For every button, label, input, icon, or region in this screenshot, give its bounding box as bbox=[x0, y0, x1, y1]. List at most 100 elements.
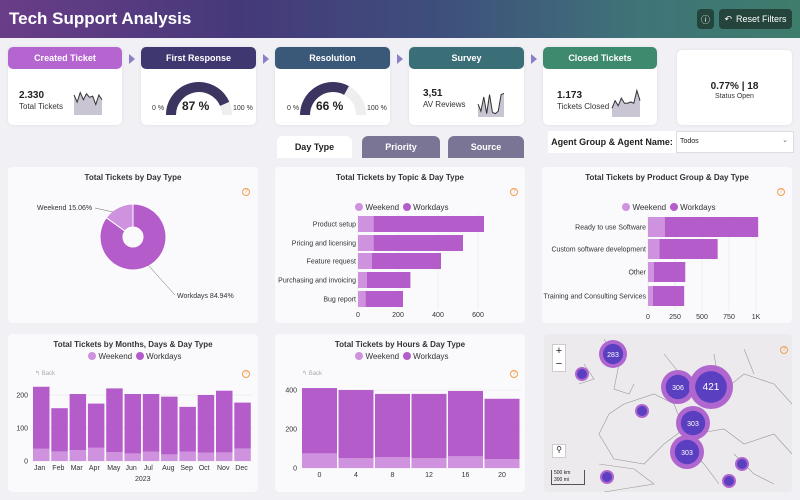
bar-workdays bbox=[484, 398, 520, 460]
y-tick-label: 100 bbox=[16, 426, 28, 433]
x-tick-label: Oct bbox=[199, 465, 210, 472]
bar-weekend bbox=[358, 235, 374, 251]
map-bubble-core bbox=[674, 439, 700, 465]
gauge-max: 100 % bbox=[233, 105, 253, 112]
x-tick-label: Nov bbox=[217, 465, 230, 472]
agent-filter-label: Agent Group & Agent Name: bbox=[548, 131, 676, 153]
bar-workdays bbox=[411, 393, 447, 459]
bar-workdays bbox=[197, 395, 215, 453]
kpi-created[interactable]: Created Ticket 2.330 Total Tickets bbox=[8, 47, 122, 125]
help-icon[interactable]: ? bbox=[242, 188, 250, 196]
hours-panel: Total Tickets by Hours & Day Type ? Week… bbox=[275, 334, 525, 492]
back-button[interactable]: ↰ Back bbox=[35, 371, 56, 377]
sparkline-area bbox=[74, 92, 102, 115]
months-panel: Total Tickets by Months, Days & Day Type… bbox=[8, 334, 258, 492]
europe-map[interactable]: 283 306 421 303 303 bbox=[544, 334, 792, 492]
kpi-header: First Response bbox=[141, 47, 256, 69]
header-bar: Tech Support Analysis ⓘ ↶ Reset Filters bbox=[0, 0, 800, 38]
x-tick-label: 750 bbox=[723, 314, 735, 321]
x-tick-label: 1K bbox=[752, 314, 761, 321]
tab-source[interactable]: Source bbox=[448, 136, 524, 158]
x-tick-label: May bbox=[107, 465, 121, 472]
reset-filters-button[interactable]: ↶ Reset Filters bbox=[719, 9, 792, 29]
bar-weekend bbox=[648, 239, 660, 259]
x-tick-label: Sep bbox=[180, 465, 193, 472]
kpi-first-response[interactable]: First Response 87 % 0 % 100 % bbox=[141, 47, 256, 125]
status-label: Status Open bbox=[715, 93, 754, 100]
kpi-closed[interactable]: Closed Tickets 1.173 Tickets Closed bbox=[543, 47, 657, 125]
help-icon[interactable]: ? bbox=[777, 188, 785, 196]
map-bubble-core bbox=[602, 343, 624, 365]
map-bubble-label: 421 bbox=[703, 382, 720, 393]
x-tick-label: 0 bbox=[646, 314, 650, 321]
bar-workdays bbox=[372, 253, 441, 269]
map-bubble-core bbox=[602, 472, 612, 482]
bar-weekend bbox=[106, 452, 123, 461]
x-tick-label: 20 bbox=[498, 472, 506, 479]
help-icon[interactable]: ? bbox=[510, 188, 518, 196]
y-category-label: Training and Consulting Services bbox=[544, 294, 647, 301]
legend-dot-weekend bbox=[88, 352, 97, 360]
x-tick-label: 16 bbox=[462, 472, 470, 479]
agent-filter-dropdown[interactable]: Todos ⌄ bbox=[676, 131, 794, 153]
kpi-value: 2.330 bbox=[19, 90, 45, 101]
bar-workdays bbox=[216, 390, 233, 453]
page-title: Tech Support Analysis bbox=[9, 9, 192, 28]
bar-workdays bbox=[51, 408, 68, 452]
bar-weekend bbox=[358, 253, 372, 269]
reset-icon: ↶ bbox=[724, 13, 733, 24]
kpi-survey[interactable]: Survey 3,51 AV Reviews bbox=[409, 47, 524, 125]
help-icon[interactable]: ? bbox=[510, 370, 518, 378]
sparkline bbox=[611, 88, 641, 117]
y-category-label: Feature request bbox=[307, 259, 356, 266]
back-button[interactable]: ↰ Back bbox=[302, 371, 323, 377]
zoom-out-button[interactable]: − bbox=[555, 358, 563, 370]
help-icon[interactable]: ? bbox=[242, 370, 250, 378]
y-category-label: Ready to use Software bbox=[575, 225, 646, 232]
bar-weekend bbox=[142, 451, 160, 461]
status-open-card: 0.77% | 18 Status Open bbox=[677, 50, 792, 125]
pie-chart: Weekend 15.06% Workdays 84.94% bbox=[37, 203, 234, 300]
kpi-header: Resolution bbox=[275, 47, 390, 69]
chart-title: Total Tickets by Product Group & Day Typ… bbox=[585, 173, 749, 182]
bar-workdays bbox=[69, 394, 87, 451]
tab-day-type[interactable]: Day Type bbox=[277, 136, 352, 158]
bar-workdays bbox=[338, 390, 374, 459]
bar-workdays bbox=[33, 386, 50, 449]
bar-weekend bbox=[234, 448, 251, 461]
kpi-header: Closed Tickets bbox=[543, 47, 657, 69]
tab-priority[interactable]: Priority bbox=[362, 136, 440, 158]
flow-arrow-icon bbox=[531, 54, 537, 64]
info-icon: ⓘ bbox=[700, 14, 710, 25]
bar-weekend bbox=[161, 454, 178, 461]
y-tick-label: 0 bbox=[293, 466, 297, 473]
y-category-label: Pricing and licensing bbox=[292, 241, 356, 248]
info-button[interactable]: ⓘ bbox=[697, 9, 714, 29]
x-tick-label: Jul bbox=[144, 465, 153, 472]
bar-workdays bbox=[161, 396, 178, 455]
map-pin-icon[interactable]: ⚲ bbox=[552, 444, 566, 458]
gauge-max: 100 % bbox=[367, 105, 387, 112]
bar-weekend bbox=[648, 286, 653, 306]
kpi-resolution[interactable]: Resolution 66 % 0 % 100 % bbox=[275, 47, 390, 125]
pie-leader bbox=[94, 207, 114, 213]
map-bubble-core bbox=[695, 371, 727, 403]
chevron-down-icon: ⌄ bbox=[782, 137, 788, 144]
bar-weekend bbox=[179, 451, 196, 461]
legend-dot-workdays bbox=[136, 352, 145, 360]
kpi-header: Created Ticket bbox=[8, 47, 122, 69]
y-tick-label: 200 bbox=[16, 393, 28, 400]
map-panel[interactable]: 283 306 421 303 303 + − ⚲ 500 km 300 mi ? bbox=[544, 334, 792, 492]
help-icon[interactable]: ? bbox=[780, 346, 788, 354]
map-bubble-core bbox=[637, 406, 647, 416]
x-tick-label: 500 bbox=[696, 314, 708, 321]
zoom-in-button[interactable]: + bbox=[555, 345, 563, 357]
dropdown-value: Todos bbox=[680, 138, 699, 145]
bar-weekend bbox=[338, 458, 374, 468]
topic-panel: Total Tickets by Topic & Day Type ? Week… bbox=[275, 167, 525, 323]
y-category-label: Bug report bbox=[323, 297, 356, 304]
bar-workdays bbox=[124, 394, 141, 454]
legend-dot-weekend bbox=[355, 352, 364, 360]
pie-label-weekend: Weekend 15.06% bbox=[37, 205, 92, 212]
legend-weekend: Weekend bbox=[365, 203, 400, 212]
